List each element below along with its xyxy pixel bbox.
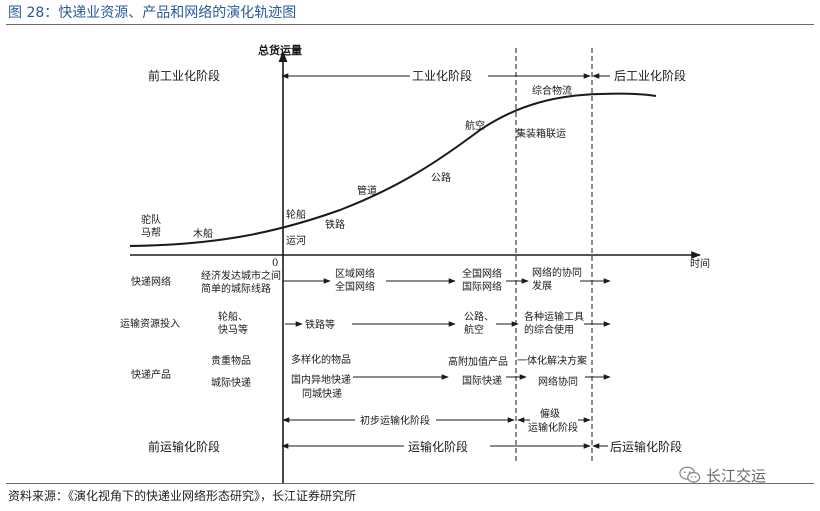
product-stage-text: 高附加值产品 — [448, 355, 508, 368]
substage-advanced-transport: 僱级 — [540, 407, 560, 420]
resource-stage-text: 航空 — [464, 323, 484, 336]
product-stage-text: 同城快递 — [302, 387, 342, 400]
curve-label-wooden-boat: 木船 — [193, 227, 213, 240]
stage-transport: 运输化阶段 — [408, 439, 468, 454]
resource-stage-text: 快马等 — [218, 323, 248, 336]
watermark-label: 长江交运 — [706, 466, 767, 485]
curve-label-canal: 运河 — [286, 235, 306, 247]
curve-label-steamship: 轮船 — [286, 208, 306, 221]
substage-advanced-transport: 运输化阶段 — [528, 421, 578, 434]
curve-label-pipeline: 管道 — [357, 184, 377, 197]
product-stage-text: 国内异地快递 — [291, 373, 351, 386]
network-stage-text: 全国网络 — [335, 280, 375, 293]
product-stage-text: 一体化解决方案 — [517, 354, 587, 367]
stage-industrial: 工业化阶段 — [412, 68, 472, 83]
source-rule — [6, 483, 814, 484]
curve-label-integrated-logistics: 综合物流 — [532, 84, 572, 97]
resource-stage-text: 铁路等 — [305, 318, 335, 331]
resource-stage-text: 公路、 — [464, 310, 494, 323]
product-stage-text: 国际快递 — [462, 374, 502, 387]
product-stage-text: 多样化的物品 — [291, 353, 351, 366]
network-stage-text: 区域网络 — [335, 267, 375, 280]
curve-label-pack-horse: 马帮 — [141, 227, 161, 239]
resource-stage-text: 各种运输工具 — [524, 310, 584, 323]
axis-origin-label: 0 — [272, 258, 278, 269]
stage-post-industrial: 后工业化阶段 — [614, 68, 686, 83]
network-stage-text: 国际网络 — [462, 280, 502, 293]
freight-growth-curve — [129, 92, 657, 247]
network-stage-text: 网络的协同 — [532, 266, 582, 279]
network-stage-text: 简单的城际线路 — [201, 282, 271, 295]
stage-pre-industrial: 前工业化阶段 — [148, 68, 220, 83]
curve-label-highway: 公路 — [431, 171, 451, 184]
watermark: 长江交运 — [676, 464, 770, 486]
evolution-diagram: 总货运量 时间 0 前工业化阶段 工业化阶段 后工业化阶段 驼队 马帮 木船 轮… — [120, 43, 710, 484]
wechat-icon — [679, 466, 701, 483]
figure-title: 图 28：快递业资源、产品和网络的演化轨迹图 — [8, 5, 297, 21]
y-axis-label: 总货运量 — [258, 43, 302, 57]
stage-pre-transport: 前运输化阶段 — [148, 439, 220, 454]
figure-source: 资料来源：《演化视角下的快递业网络形态研究》，长江证券研究所 — [8, 489, 357, 503]
row-label-transport-resources: 运输资源投入 — [120, 317, 180, 330]
network-stage-text: 发展 — [532, 279, 552, 292]
row-label-express-network: 快递网络 — [131, 275, 171, 288]
curve-label-railway: 铁路 — [325, 218, 345, 231]
product-stage-text: 网络协同 — [538, 375, 578, 388]
stage-post-transport: 后运输化阶段 — [610, 439, 682, 454]
curve-label-container: 集装箱联运 — [516, 127, 566, 140]
network-stage-text: 全国网络 — [462, 267, 502, 280]
network-stage-text: 经济发达城市之间 — [201, 269, 281, 282]
curve-label-aviation: 航空 — [465, 119, 485, 132]
title-rule — [6, 24, 814, 25]
substage-initial-transport: 初步运输化阶段 — [360, 414, 430, 427]
product-stage-text: 贵重物品 — [211, 354, 251, 367]
x-axis-label: 时间 — [690, 257, 710, 270]
resource-stage-text: 的综合使用 — [524, 323, 574, 336]
row-label-express-products: 快递产品 — [131, 368, 171, 381]
resource-stage-text: 轮船、 — [218, 310, 248, 323]
curve-label-camel: 驼队 — [141, 213, 161, 226]
product-stage-text: 城际快递 — [211, 376, 251, 389]
